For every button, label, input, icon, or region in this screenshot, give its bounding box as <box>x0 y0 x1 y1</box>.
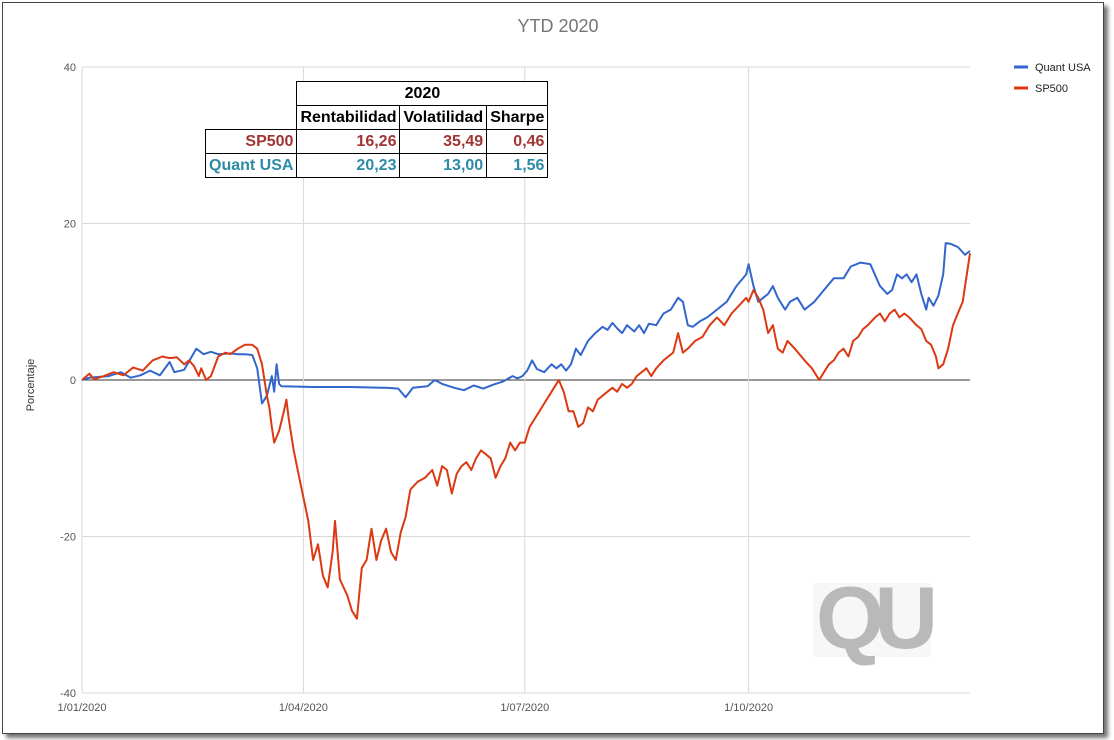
series-line-quant-usa <box>81 242 971 405</box>
stats-cell: 20,23 <box>296 153 401 178</box>
svg-text:QU: QU <box>816 568 933 667</box>
legend-label-sp500: SP500 <box>1035 83 1068 95</box>
stats-row-label: SP500 <box>204 129 298 154</box>
y-tick-label: 20 <box>64 219 76 231</box>
stats-row-sp500: SP500 16,26 35,49 0,46 <box>204 129 549 154</box>
legend[interactable]: Quant USA SP500 <box>1014 62 1091 95</box>
series-line-sp500 <box>81 253 971 620</box>
stats-cell: 0,46 <box>486 129 549 154</box>
qu-watermark-logo: QU <box>813 568 943 667</box>
stats-header-volatilidad: Volatilidad <box>399 105 488 130</box>
stats-table: 2020 Rentabilidad Volatilidad Sharpe SP5… <box>204 81 549 178</box>
stats-cell: 16,26 <box>296 129 401 154</box>
x-tick-label: 1/10/2020 <box>724 702 773 714</box>
stats-cell: 13,00 <box>399 153 488 178</box>
stats-header-rentabilidad: Rentabilidad <box>296 105 401 130</box>
stats-row-quant-usa: Quant USA 20,23 13,00 1,56 <box>204 153 549 178</box>
stats-corner <box>206 82 297 106</box>
y-tick-label: -20 <box>60 532 76 544</box>
x-tick-label: 1/01/2020 <box>58 702 107 714</box>
y-axis-ticks: -40 -20 0 20 40 <box>60 62 76 700</box>
gridlines <box>81 66 970 694</box>
series-lines <box>81 242 971 620</box>
stats-corner <box>206 106 297 130</box>
chart-title: YTD 2020 <box>517 16 598 36</box>
y-axis-title: Porcentaje <box>25 359 37 412</box>
x-axis-ticks: 1/01/2020 1/04/2020 1/07/2020 1/10/2020 <box>58 702 774 714</box>
stats-year: 2020 <box>296 81 549 106</box>
legend-label-quant-usa: Quant USA <box>1035 62 1091 74</box>
y-tick-label: 40 <box>64 62 76 74</box>
y-tick-label: 0 <box>70 375 76 387</box>
stats-cell: 1,56 <box>486 153 549 178</box>
stats-header-row: Rentabilidad Volatilidad Sharpe <box>206 105 549 130</box>
stats-cell: 35,49 <box>399 129 488 154</box>
x-tick-label: 1/04/2020 <box>279 702 328 714</box>
stats-row-label: Quant USA <box>204 153 298 178</box>
y-tick-label: -40 <box>60 688 76 700</box>
stats-header-sharpe: Sharpe <box>486 105 549 130</box>
x-tick-label: 1/07/2020 <box>500 702 549 714</box>
stats-year-row: 2020 <box>206 81 549 106</box>
